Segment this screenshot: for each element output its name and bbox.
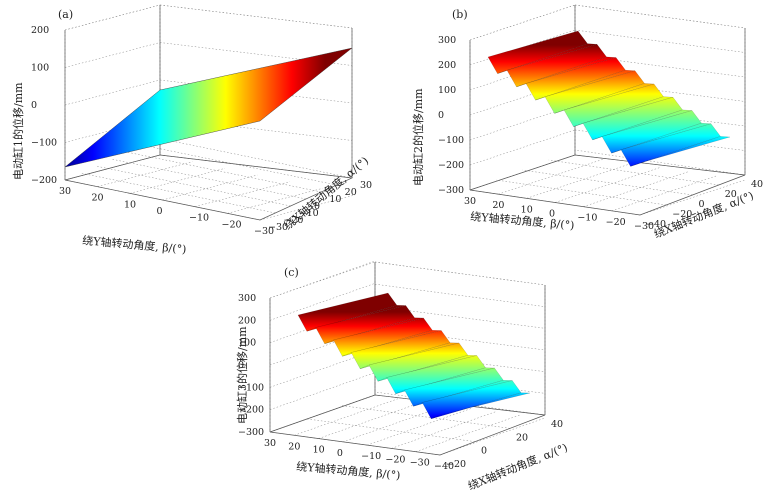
panel-b-y-tick: 0 [699, 199, 705, 210]
panel-b-z-tick: −100 [438, 135, 464, 146]
panel-c-surface [297, 292, 531, 419]
panel-b-zlabel: 电动缸2的位移/mm [411, 88, 425, 186]
panel-a-x-tick: −30 [254, 226, 274, 237]
panel-c-y-tick: 0 [481, 446, 487, 457]
panel-a-z-tick: −200 [31, 175, 57, 186]
panel-b-x-tick: 20 [492, 200, 504, 211]
panel-c-y-tick: 20 [516, 432, 528, 443]
panel-b-x-tick: 10 [521, 204, 533, 215]
panel-a-y-tick: −10 [299, 208, 319, 219]
panel-c-floor [269, 394, 546, 456]
panel-c-zlabel: 电动缸3的位移/mm [235, 326, 249, 424]
panel-c-label: (c) [284, 266, 299, 279]
panel-a-x-tick: 20 [92, 193, 104, 204]
panel-a-y-tick: 30 [360, 180, 372, 191]
panel-b-x-tick: 0 [549, 209, 555, 220]
panel-a-x-tick: 30 [59, 186, 71, 197]
panel-b-z-tick: 200 [438, 60, 456, 71]
panel-c-x-tick: 0 [337, 448, 343, 459]
panel-b-x-tick: 30 [464, 196, 476, 207]
panel-b-y-tick: −40 [646, 219, 666, 230]
panel-b-z-tick: 100 [438, 85, 456, 96]
panel-c-z-tick: 300 [238, 293, 256, 304]
panel-a-zlabel: 电动缸1的位移/mm [11, 82, 25, 180]
panel-c-z-tick: 100 [238, 338, 256, 349]
panel-a-z-tick: 0 [31, 100, 37, 111]
panel-b-z-tick: −200 [438, 160, 464, 171]
panel-a-x-tick: −10 [189, 213, 209, 224]
panel-c-z-tick: 0 [238, 360, 244, 371]
c-surface-strip [431, 392, 531, 419]
panel-b-y-tick: 20 [725, 189, 737, 200]
panel-c-z-tick: −200 [238, 405, 264, 416]
panel-b-z-tick: 0 [438, 110, 444, 121]
panel-a: (a) −200−10001002003020100−10−20−30−30−2… [11, 4, 372, 256]
panel-b-x-tick: −30 [634, 221, 654, 232]
panel-a-y-tick: −30 [268, 222, 288, 233]
panel-b-z-tick: 300 [438, 35, 456, 46]
panel-a-y-tick: −20 [283, 215, 303, 226]
panel-a-y-tick: 10 [329, 194, 341, 205]
panel-a-x-tick: −20 [222, 219, 242, 230]
panel-b-label: (b) [452, 8, 468, 21]
panel-c-z-tick: −300 [238, 427, 264, 438]
panel-a-ticks: −200−10001002003020100−10−20−30−30−20−10… [31, 25, 372, 237]
panel-a-label: (a) [58, 8, 73, 21]
b-surface-strip [630, 136, 731, 167]
panel-a-x-tick: 0 [157, 206, 163, 217]
panel-c-y-tick: 40 [551, 419, 563, 430]
panel-a-surface [64, 47, 353, 168]
panel-b-ylabel: 绕X轴转动角度, α/(°) [652, 188, 756, 241]
panel-a-z-tick: 200 [31, 25, 49, 36]
panel-c-x-tick: 20 [288, 441, 300, 452]
panel-c-x-tick: −10 [361, 451, 381, 462]
panel-a-y-tick: 20 [345, 187, 357, 198]
panel-a-x-tick: 10 [124, 199, 136, 210]
panel-b-z-tick: −300 [438, 185, 464, 196]
panel-c-z-tick: −100 [238, 382, 264, 393]
panel-c-x-tick: −20 [385, 454, 405, 465]
panel-b-x-tick: −10 [577, 213, 597, 224]
panel-c-x-tick: −30 [410, 458, 430, 469]
panel-b-y-tick: −20 [672, 209, 692, 220]
panel-c-y-tick: −20 [446, 459, 466, 470]
panel-c-z-tick: 200 [238, 315, 256, 326]
panel-b-surface [487, 30, 731, 167]
panel-c-x-tick: 30 [264, 438, 276, 449]
panel-b-y-tick: 40 [751, 179, 763, 190]
panel-a-ylabel: 绕X轴转动角度, α/(°) [281, 153, 371, 232]
panel-a-grid [64, 4, 356, 221]
panel-b-x-tick: −20 [606, 217, 626, 228]
panel-a-y-tick: 0 [314, 201, 320, 212]
panel-a-xlabel: 绕Y轴转动角度, β/(°) [82, 233, 187, 256]
panel-c-x-tick: −40 [434, 461, 454, 472]
panel-a-z-tick: −100 [31, 138, 57, 149]
panel-a-z-tick: 100 [31, 63, 49, 74]
panel-c-x-tick: 10 [313, 445, 325, 456]
